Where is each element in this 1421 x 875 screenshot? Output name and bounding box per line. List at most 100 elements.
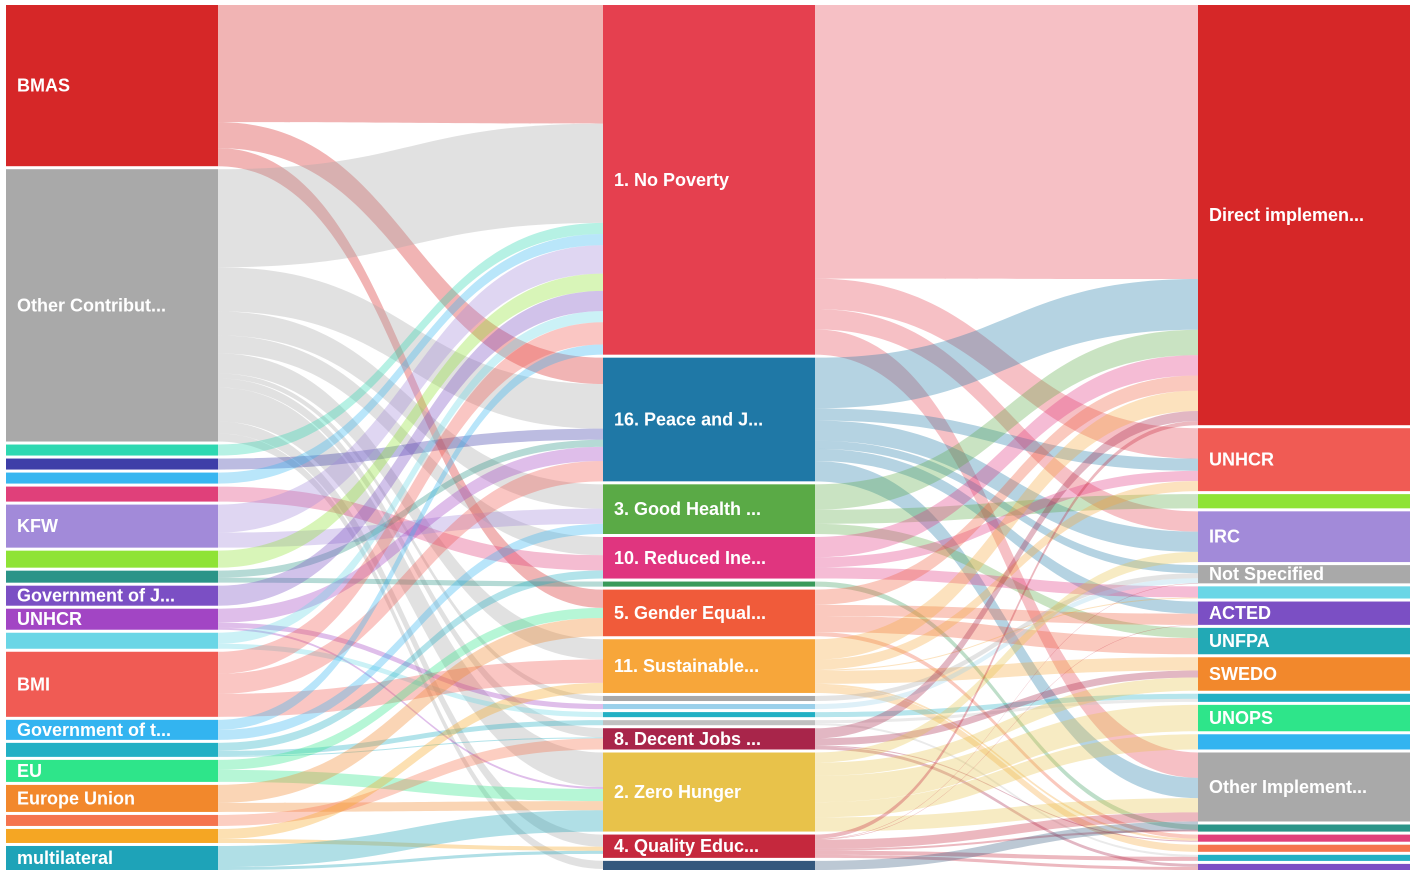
node-gov_j (6, 585, 218, 606)
link-bmi-to-sdg1 (218, 322, 603, 674)
node-label-unhcr_impl: UNHCR (1209, 450, 1274, 470)
link-l_salmon-to-sdg8 (218, 738, 603, 826)
link-bmas-to-sdg1 (218, 5, 603, 124)
link-sdg1-to-unhcr_impl (815, 278, 1198, 459)
link-sdg2-to-unops (815, 704, 1198, 803)
link-sdg3-to-r_lime (815, 494, 1198, 524)
link-sdg3-to-direct (815, 329, 1198, 510)
node-l_cyan (6, 632, 218, 649)
node-l_lime (6, 550, 218, 568)
link-sdg4-to-r_t4 (815, 850, 1198, 861)
node-r_t5 (1198, 863, 1410, 870)
link-m_s1-to-not_specified (815, 573, 1198, 702)
node-label-europe_union: Europe Union (17, 788, 135, 808)
node-bmi (6, 651, 218, 717)
node-l_navy (6, 458, 218, 470)
node-l_orange (6, 828, 218, 843)
link-bmi-to-sdg11 (218, 659, 603, 717)
node-label-sdg2: 2. Zero Hunger (614, 782, 741, 802)
link-other_contrib-to-m_s1 (218, 373, 603, 702)
link-sdg2-to-swedo (815, 677, 1198, 776)
link-sdg5-to-acted (815, 604, 1198, 625)
node-label-unfpa: UNFPA (1209, 631, 1270, 651)
node-label-kfw: KFW (17, 516, 58, 536)
node-r_cyan (1198, 586, 1410, 599)
link-multilateral-to-sdg4 (218, 850, 603, 870)
link-bmi-to-sdg16 (218, 461, 603, 694)
node-sdg5 (603, 589, 815, 637)
link-l_pink-to-sdg10 (218, 486, 603, 571)
node-label-gov_t: Government of t... (17, 720, 171, 740)
node-label-eu: EU (17, 761, 42, 781)
link-sdg8-to-r_t2 (815, 745, 1198, 842)
link-sdg16-to-acted (815, 448, 1198, 614)
link-gov_t-to-sdg1 (218, 344, 603, 730)
node-not_specified (1198, 565, 1410, 584)
link-sdg4-to-acted (815, 624, 1198, 840)
link-l_cyan-to-sdg1 (218, 311, 603, 644)
link-l_darkteal-to-m_green (218, 577, 603, 587)
links-layer (218, 5, 1198, 870)
nodes-layer (6, 5, 1410, 870)
link-l_orange-to-sdg11 (218, 682, 603, 839)
link-l_teal2-to-sdg8 (218, 737, 603, 757)
link-bmas-to-sdg16 (218, 122, 603, 385)
link-other_contrib-to-sdg1 (218, 123, 603, 268)
node-r_t3 (1198, 844, 1410, 852)
link-sdg5-to-r_t2 (815, 632, 1198, 839)
link-l_lightblue-to-sdg1 (218, 234, 603, 484)
link-sdg16-to-irc (815, 420, 1198, 552)
link-sdg16-to-unhcr_impl (815, 408, 1198, 471)
labels-layer: BMAS Other Contribut... KFW Government of J… (17, 76, 1367, 868)
node-r_t2 (1198, 834, 1410, 842)
link-sdg1-to-irc (815, 309, 1198, 532)
node-m_green (603, 581, 815, 587)
link-sdg10-to-direct (815, 355, 1198, 558)
link-other_contrib-to-sdg11 (218, 353, 603, 660)
link-other_contrib-to-m_navy (218, 433, 603, 869)
link-l_teal2-to-m_s4 (218, 720, 603, 756)
node-l_pink (6, 486, 218, 502)
node-irc (1198, 511, 1410, 563)
node-eu (6, 759, 218, 782)
node-other_contrib (6, 169, 218, 442)
node-sdg11 (603, 639, 815, 693)
node-label-bmi: BMI (17, 674, 50, 694)
link-sdg8-to-direct (815, 410, 1198, 739)
link-l_cyan-to-m_s3 (218, 643, 603, 718)
node-label-sdg3: 3. Good Health ... (614, 499, 761, 519)
link-sdg2-to-r_blue (815, 734, 1198, 818)
link-europe_union-to-sdg5 (218, 617, 603, 803)
link-sdg8-to-swedo (815, 670, 1198, 746)
node-label-unops: UNOPS (1209, 708, 1273, 728)
link-m_s4-to-r_teal (815, 698, 1198, 724)
node-label-sdg16: 16. Peace and J... (614, 410, 763, 430)
node-label-other_impl: Other Implement... (1209, 777, 1367, 797)
link-other_contrib-to-sdg16 (218, 267, 603, 429)
node-m_s2 (603, 704, 815, 710)
link-sdg5-to-direct (815, 375, 1198, 605)
link-sdg8-to-r_t5 (815, 746, 1198, 867)
node-sdg2 (603, 752, 815, 832)
node-m_s3 (603, 712, 815, 718)
node-label-other_contrib: Other Contribut... (17, 295, 166, 315)
link-m_s2-to-not_specified (815, 578, 1198, 710)
node-bmas (6, 5, 218, 167)
link-eu-to-sdg5 (218, 607, 603, 770)
link-l_lime-to-sdg1 (218, 273, 603, 568)
link-m_s3-to-r_teal (815, 693, 1198, 718)
node-sdg3 (603, 484, 815, 534)
link-m_green-to-r_t1 (815, 581, 1198, 830)
node-acted (1198, 601, 1410, 625)
link-l_teal-to-sdg1 (218, 222, 603, 456)
node-label-gov_j: Government of J... (17, 586, 175, 606)
link-sdg11-to-r_t3 (815, 685, 1198, 852)
node-l_lightblue (6, 472, 218, 484)
link-other_contrib-to-sdg2 (218, 387, 603, 787)
node-gov_t (6, 719, 218, 740)
node-kfw (6, 504, 218, 548)
node-l_darkteal (6, 570, 218, 583)
link-sdg1-to-direct (815, 5, 1198, 280)
link-unhcr_src-to-m_s2 (218, 622, 603, 710)
link-europe_union-to-sdg2 (218, 801, 603, 812)
